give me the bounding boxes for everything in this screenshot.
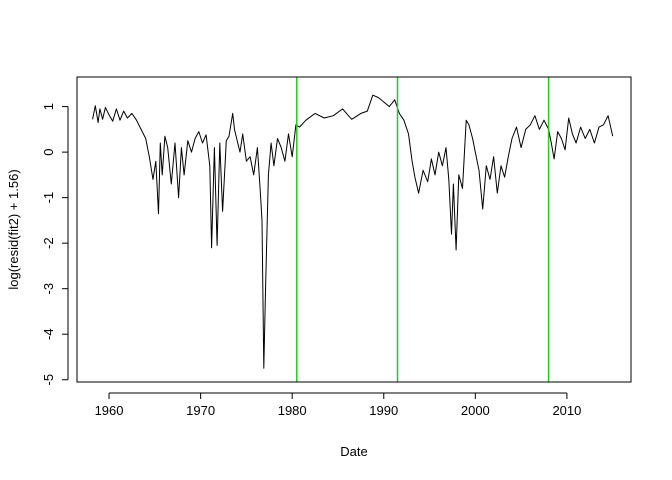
y-tick-label: 0: [41, 148, 56, 155]
vertical-lines-layer: [296, 77, 550, 382]
y-tick-label: -2: [41, 237, 56, 249]
x-tick-label: 1980: [278, 403, 307, 418]
x-tick-label: 2000: [461, 403, 490, 418]
x-tick-label: 2010: [552, 403, 581, 418]
x-tick-label: 1970: [186, 403, 215, 418]
x-axis-title: Date: [340, 444, 367, 459]
x-tick-label: 1990: [369, 403, 398, 418]
y-tick-label: 1: [41, 103, 56, 110]
y-axis: 1 0 -1 -2 -3 -4 -5: [41, 103, 69, 386]
y-axis-title: log(resid(fit2) + 1.56): [6, 169, 21, 289]
y-tick-label: -3: [41, 283, 56, 295]
series-layer: [92, 94, 614, 369]
x-axis: 1960 1970 1980 1990 2000 2010: [95, 392, 581, 418]
x-tick-label: 1960: [95, 403, 124, 418]
plot-frame: [76, 76, 632, 383]
y-tick-label: -4: [41, 328, 56, 340]
y-tick-label: -1: [41, 192, 56, 204]
data-line: [92, 94, 614, 369]
y-tick-label: -5: [41, 374, 56, 386]
